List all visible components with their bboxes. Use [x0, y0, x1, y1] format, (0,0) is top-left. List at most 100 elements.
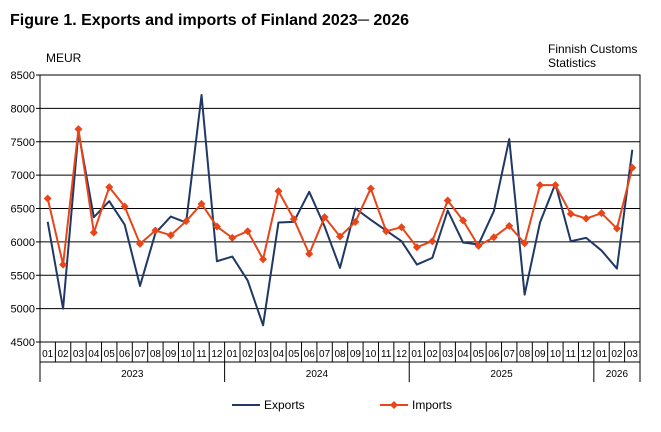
y-tick-label: 6000 — [11, 237, 35, 249]
x-tick-label: 04 — [458, 349, 470, 360]
y-tick-label: 4500 — [11, 337, 35, 349]
year-label: 2025 — [490, 369, 513, 380]
data-point-imports — [612, 224, 621, 233]
data-point-imports — [136, 239, 144, 248]
data-point-imports — [366, 184, 375, 193]
legend-marker-imports — [390, 401, 398, 409]
data-point-imports — [166, 231, 175, 240]
x-tick-label: 09 — [350, 349, 362, 360]
x-tick-label: 05 — [288, 349, 300, 360]
x-tick-label: 04 — [273, 349, 285, 360]
data-point-imports — [536, 181, 544, 190]
data-point-imports — [105, 183, 114, 192]
x-tick-label: 12 — [581, 349, 593, 360]
data-point-imports — [336, 232, 344, 241]
x-tick-label: 03 — [442, 349, 454, 360]
x-tick-label: 07 — [319, 349, 331, 360]
x-tick-label: 07 — [134, 349, 146, 360]
data-point-imports — [597, 209, 606, 218]
data-point-imports — [489, 233, 498, 242]
data-point-imports — [551, 181, 560, 190]
data-point-imports — [305, 249, 314, 258]
x-tick-label: 02 — [611, 349, 623, 360]
legend-label-imports: Imports — [412, 398, 452, 412]
data-point-imports — [259, 255, 268, 264]
data-point-imports — [212, 222, 221, 231]
x-tick-label: 06 — [119, 349, 131, 360]
chart-title: Figure 1. Exports and imports of Finland… — [10, 12, 409, 29]
series-line-imports — [46, 128, 634, 266]
data-point-imports — [243, 227, 252, 236]
data-point-imports — [459, 216, 468, 225]
data-point-imports — [182, 217, 191, 226]
data-point-imports — [89, 228, 98, 237]
data-point-imports — [582, 214, 591, 223]
x-tick-label: 07 — [504, 349, 516, 360]
y-tick-label: 6500 — [11, 204, 35, 216]
x-tick-label: 10 — [365, 349, 377, 360]
data-point-imports — [289, 215, 298, 224]
x-tick-label: 08 — [334, 349, 346, 360]
x-tick-label: 06 — [304, 349, 316, 360]
data-point-imports — [74, 125, 83, 134]
data-point-imports — [412, 243, 421, 252]
x-tick-label: 10 — [181, 349, 193, 360]
x-tick-label: 02 — [58, 349, 70, 360]
data-point-imports — [474, 241, 483, 250]
x-tick-label: 03 — [73, 349, 85, 360]
source-line-2: Statistics — [548, 56, 597, 70]
data-point-imports — [43, 194, 52, 203]
x-tick-label: 11 — [381, 349, 392, 360]
data-point-imports — [382, 227, 391, 236]
data-point-imports — [520, 239, 529, 248]
x-tick-label: 01 — [227, 349, 239, 360]
data-point-imports — [443, 196, 452, 205]
x-tick-label: 05 — [473, 349, 485, 360]
data-point-imports — [228, 233, 237, 242]
y-tick-label: 5500 — [11, 270, 35, 282]
data-point-imports — [505, 221, 514, 230]
data-point-imports — [566, 209, 575, 218]
x-tick-label: 01 — [411, 349, 423, 360]
data-point-imports — [397, 223, 406, 232]
x-tick-label: 08 — [150, 349, 162, 360]
x-tick-label: 03 — [258, 349, 270, 360]
x-tick-label: 11 — [196, 349, 207, 360]
data-point-imports — [120, 202, 129, 211]
x-tick-label: 06 — [488, 349, 500, 360]
legend-label-exports: Exports — [264, 398, 305, 412]
y-axis-label: MEUR — [46, 51, 82, 65]
x-tick-label: 10 — [550, 349, 562, 360]
y-tick-label: 8000 — [11, 103, 35, 115]
data-point-imports — [320, 213, 329, 222]
series-line-exports — [46, 94, 634, 327]
x-tick-label: 12 — [211, 349, 223, 360]
data-point-imports — [628, 163, 637, 172]
y-tick-label: 7000 — [11, 170, 35, 182]
x-tick-label: 04 — [88, 349, 100, 360]
y-tick-label: 5000 — [11, 304, 35, 316]
x-tick-label: 01 — [596, 349, 608, 360]
x-tick-label: 11 — [566, 349, 577, 360]
data-point-imports — [274, 187, 283, 196]
x-tick-label: 09 — [534, 349, 546, 360]
data-point-imports — [59, 260, 68, 269]
x-tick-label: 02 — [427, 349, 439, 360]
year-label: 2026 — [606, 369, 629, 380]
data-point-imports — [351, 217, 360, 226]
data-point-imports — [428, 237, 437, 246]
source-note: Finnish Customs Statistics — [548, 42, 637, 70]
data-point-imports — [197, 199, 206, 208]
year-label: 2023 — [121, 369, 144, 380]
x-tick-label: 09 — [165, 349, 177, 360]
x-tick-label: 02 — [242, 349, 254, 360]
source-line-1: Finnish Customs — [548, 42, 638, 56]
x-tick-label: 05 — [104, 349, 116, 360]
x-tick-label: 01 — [42, 349, 54, 360]
year-label: 2024 — [306, 369, 329, 380]
y-tick-label: 7500 — [11, 137, 35, 149]
x-tick-label: 12 — [396, 349, 408, 360]
data-point-imports — [151, 226, 160, 235]
y-tick-label: 8500 — [11, 70, 35, 82]
